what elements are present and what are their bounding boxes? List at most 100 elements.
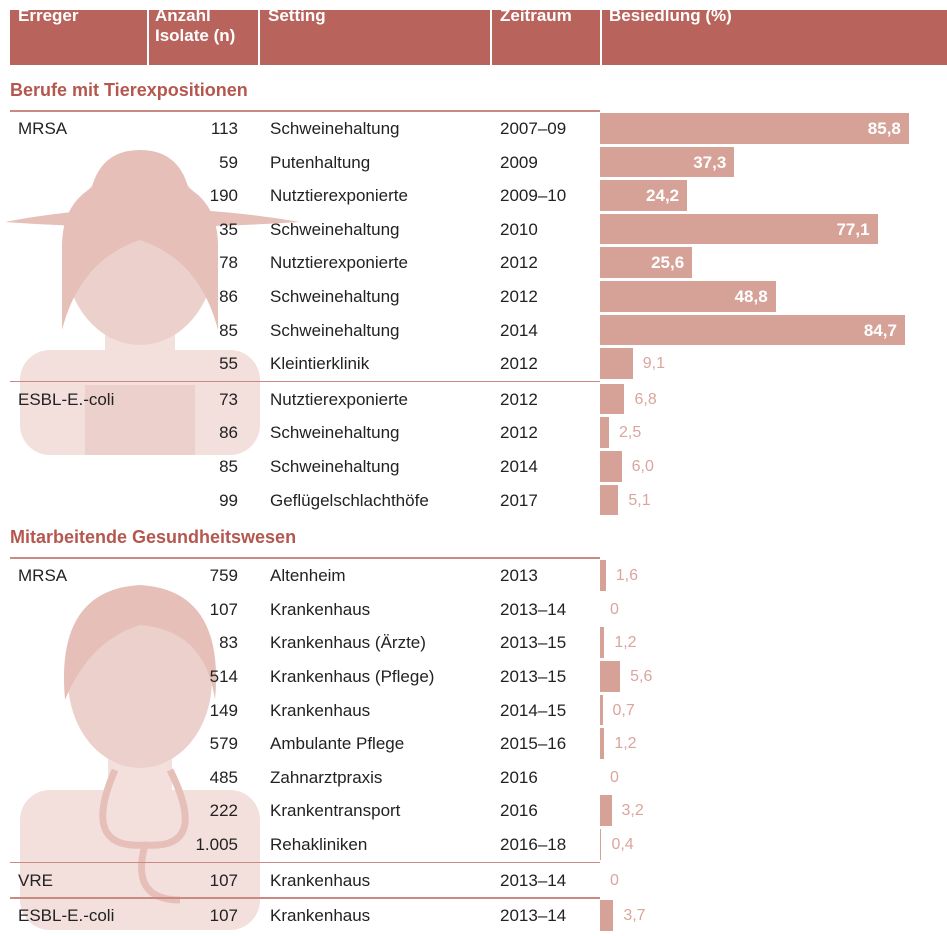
- isolate-count: 55: [219, 354, 238, 374]
- period: 2013–15: [500, 667, 567, 686]
- isolate-count: 759: [209, 566, 238, 586]
- column-header: Setting: [268, 6, 326, 25]
- period: 2014–15: [500, 700, 567, 720]
- setting: Rehakliniken: [270, 835, 368, 854]
- setting: Altenheim: [270, 566, 346, 586]
- bar: [600, 113, 909, 144]
- bar: [600, 281, 776, 312]
- isolate-count: 190: [209, 186, 238, 206]
- bar: [600, 348, 633, 379]
- period: 2013–14: [500, 870, 567, 890]
- setting: Schweinehaltung: [270, 457, 400, 476]
- value-label: 37,3: [693, 152, 727, 172]
- column-divider: [490, 10, 492, 65]
- period: 2012: [500, 389, 538, 409]
- setting: Schweinehaltung: [270, 320, 400, 340]
- isolate-count: 514: [209, 667, 238, 686]
- group-separator: [10, 110, 600, 112]
- value-label: 1,6: [615, 567, 638, 585]
- isolate-count: 59: [219, 152, 238, 172]
- setting: Putenhaltung: [270, 152, 371, 172]
- value-label: 84,7: [863, 320, 897, 340]
- period: 2009–10: [500, 186, 567, 206]
- setting: Nutztierexponierte: [270, 253, 408, 273]
- column-divider: [258, 10, 260, 65]
- isolate-count: 73: [219, 389, 238, 409]
- value-label: 0,4: [611, 836, 634, 853]
- isolate-count: 107: [209, 906, 238, 926]
- pathogen: MRSA: [18, 119, 68, 138]
- bar: [600, 829, 602, 860]
- setting: Krankenhaus: [270, 599, 371, 619]
- value-label: 1,2: [614, 735, 637, 753]
- isolate-count: 85: [219, 457, 238, 476]
- value-label: 5,6: [630, 668, 653, 685]
- isolate-count: 149: [209, 700, 238, 720]
- isolate-count: 485: [209, 767, 238, 787]
- value-label: 24,2: [646, 186, 680, 206]
- period: 2007–09: [500, 119, 567, 138]
- group-separator: [10, 380, 600, 383]
- isolate-count: 113: [210, 119, 238, 138]
- value-label: 0,7: [612, 701, 635, 719]
- period: 2016: [500, 801, 538, 821]
- period: 2017: [500, 490, 538, 510]
- column-divider: [600, 10, 602, 65]
- doctor-figure: [20, 585, 260, 930]
- bar: [600, 728, 605, 759]
- isolate-count: 107: [209, 599, 238, 619]
- isolate-count: 85: [219, 320, 238, 340]
- column-header: Besiedlung (%): [609, 6, 732, 25]
- bar: [600, 484, 619, 516]
- setting: Krankenhaus (Pflege): [270, 667, 435, 686]
- isolate-count: 86: [219, 423, 238, 443]
- isolate-count: 1.005: [195, 835, 238, 854]
- value-label: 0: [610, 871, 619, 889]
- farmer-figure: [5, 150, 300, 455]
- bar: [600, 180, 688, 211]
- period: 2012: [500, 287, 538, 306]
- value-label: 3,7: [623, 907, 646, 925]
- value-label: 77,1: [836, 219, 870, 239]
- isolate-count: 107: [209, 870, 238, 890]
- bar: [600, 900, 614, 931]
- isolate-count: 579: [209, 734, 238, 754]
- period: 2013–14: [500, 599, 567, 619]
- period: 2016–18: [500, 835, 567, 854]
- period: 2013: [500, 566, 538, 586]
- value-label: 0: [610, 600, 619, 618]
- bar: [600, 627, 605, 658]
- period: 2010: [500, 219, 538, 239]
- period: 2013–15: [500, 633, 567, 653]
- value-label: 9,1: [642, 355, 665, 373]
- period: 2014: [500, 457, 538, 476]
- bar: [600, 383, 625, 415]
- bar: [600, 694, 603, 726]
- value-label: 6,0: [631, 458, 654, 475]
- bar: [600, 795, 612, 826]
- value-label: 85,8: [867, 119, 901, 138]
- bar: [600, 213, 878, 245]
- setting: Geflügelschlachthöfe: [270, 490, 429, 510]
- isolate-count: 78: [219, 253, 238, 273]
- isolate-count: 99: [219, 490, 238, 510]
- setting: Krankentransport: [270, 801, 401, 821]
- setting: Krankenhaus (Ärzte): [270, 633, 426, 653]
- setting: Schweinehaltung: [270, 287, 400, 306]
- value-label: 25,6: [651, 253, 685, 273]
- bar: [600, 247, 693, 278]
- setting: Krankenhaus: [270, 700, 371, 720]
- column-header: Anzahl Isolate (n): [155, 6, 236, 45]
- column-header: Erreger: [18, 6, 79, 25]
- setting: Kleintierklinik: [270, 354, 370, 374]
- section-title: Mitarbeitende Gesundheitswesen: [10, 527, 297, 548]
- section-title: Berufe mit Tierexpositionen: [10, 80, 248, 100]
- period: 2014: [500, 320, 538, 340]
- period: 2009: [500, 152, 538, 172]
- period: 2015–16: [500, 734, 567, 754]
- period: 2012: [500, 354, 538, 374]
- column-header: Zeitraum: [500, 6, 572, 25]
- value-label: 5,1: [628, 491, 651, 509]
- value-label: 1,2: [614, 634, 637, 652]
